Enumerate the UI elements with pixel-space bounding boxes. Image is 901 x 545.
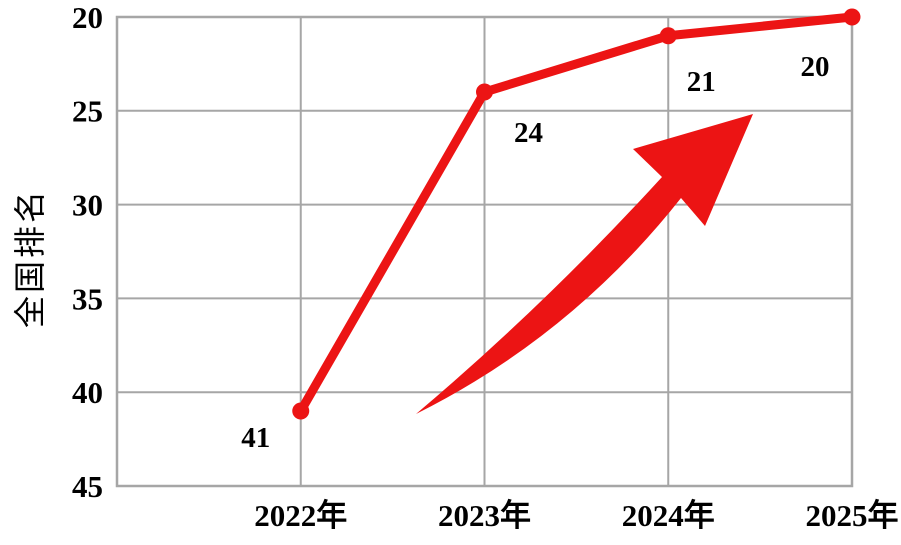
y-tick-label: 35 [72,281,103,316]
y-axis-title: 全国排名 [12,188,48,328]
y-tick-label: 30 [72,187,103,222]
x-tick-label: 2024年 [622,498,715,533]
grid-layer [115,15,854,488]
y-tick-label: 20 [72,0,103,35]
x-tick-label: 2023年 [438,498,531,533]
data-point-2024年 [659,27,677,45]
x-tick-label: 2025年 [806,498,899,533]
series-line [296,12,857,416]
label-layer: 20 25 30 35 40 45 2022年 2023年 2024年 2025年 41 24 21 20 [72,0,899,533]
data-label: 20 [801,51,830,83]
x-tick-label: 2022年 [254,498,347,533]
data-label: 24 [514,117,543,149]
data-point-2022年 [292,402,310,420]
y-tick-label: 25 [72,94,103,129]
data-label: 41 [241,422,270,454]
series-layer [292,8,861,420]
upward-trend-arrow-icon [416,114,753,414]
y-tick-label: 45 [72,469,103,504]
data-point-2025年 [843,8,861,26]
y-tick-label: 40 [72,375,103,410]
plot-border [115,15,854,488]
annotation-layer [416,114,753,414]
data-point-2023年 [476,83,493,101]
data-label: 21 [687,66,716,98]
